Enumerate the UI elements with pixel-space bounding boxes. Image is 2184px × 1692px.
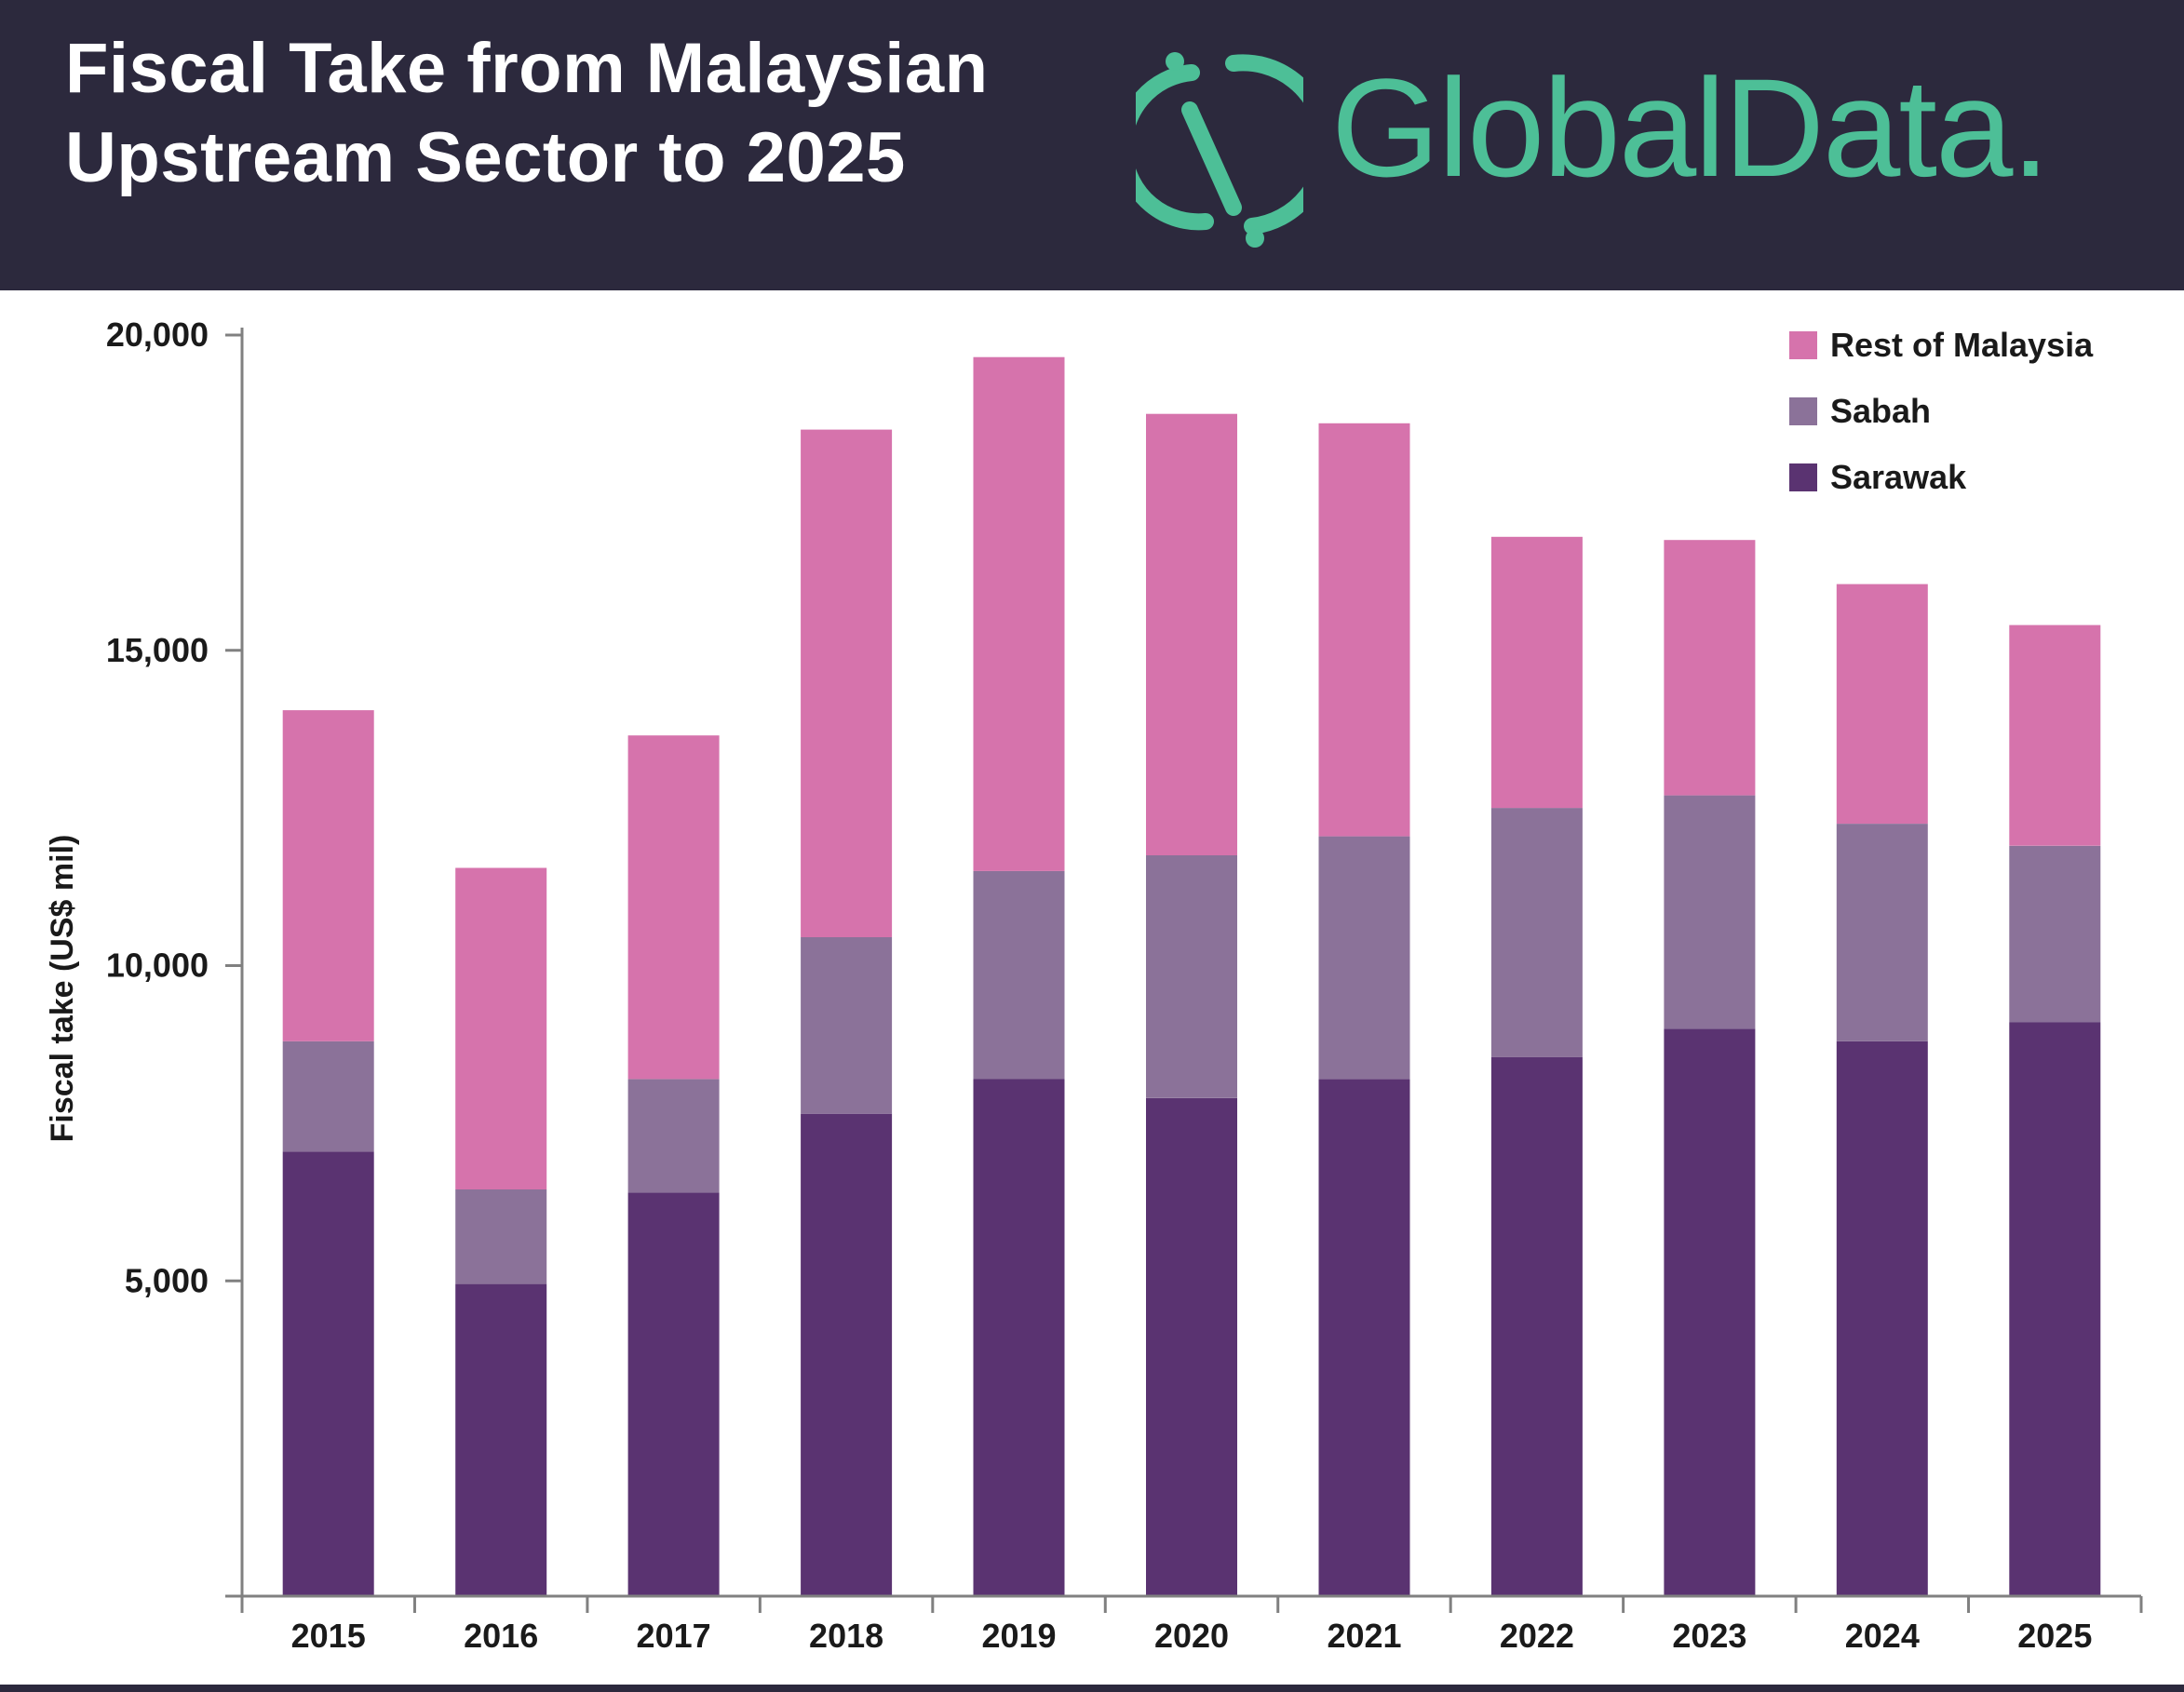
stacked-bar-chart: 2015 2016 2017 2018 2019 2020 2021 2022 2023 2024…: [45, 316, 2143, 1655]
bar-rest-of-malaysia-2023: [1664, 540, 1756, 796]
x-tick-label-2015: 2015: [291, 1617, 366, 1655]
globaldata-logo-text: GlobalData.: [1331, 49, 2050, 206]
bar-sabah-2023: [1664, 795, 1756, 1029]
bar-sarawak-2018: [801, 1113, 893, 1596]
bar-sarawak-2023: [1664, 1028, 1756, 1597]
x-tick-label-2024: 2024: [1845, 1617, 1920, 1655]
bar-rest-of-malaysia-2015: [282, 710, 374, 1041]
bar-sabah-2024: [1836, 824, 1928, 1041]
legend-swatch-sarawak: [1789, 463, 1817, 491]
bar-rest-of-malaysia-2016: [455, 867, 547, 1189]
bar-sabah-2016: [455, 1189, 547, 1284]
bar-rest-of-malaysia-2019: [973, 356, 1065, 871]
bar-sabah-2018: [801, 937, 893, 1114]
chart-title-line-1: Fiscal Take from Malaysian: [65, 29, 989, 108]
bar-sarawak-2024: [1836, 1041, 1928, 1596]
bar-sarawak-2015: [282, 1151, 374, 1596]
x-tick-label-2025: 2025: [2017, 1617, 2092, 1655]
x-tick-label-2023: 2023: [1672, 1617, 1746, 1655]
bar-sarawak-2022: [1490, 1056, 1583, 1596]
bar-rest-of-malaysia-2024: [1836, 584, 1928, 824]
legend: Rest of Malaysia Sabah Sarawak: [1789, 326, 2094, 496]
bar-sabah-2025: [2009, 845, 2101, 1023]
x-tick-label-2021: 2021: [1327, 1617, 1401, 1655]
x-tick-label-2016: 2016: [464, 1617, 538, 1655]
bar-sarawak-2025: [2009, 1022, 2101, 1596]
legend-swatch-rest-of-malaysia: [1789, 331, 1817, 359]
bar-sarawak-2019: [973, 1079, 1065, 1596]
header-banner: Fiscal Take from Malaysian Upstream Sect…: [0, 0, 2184, 290]
x-tick-label-2022: 2022: [1500, 1617, 1574, 1655]
bar-sarawak-2021: [1318, 1079, 1410, 1596]
bar-rest-of-malaysia-2022: [1490, 536, 1583, 809]
x-tick-label-2020: 2020: [1154, 1617, 1229, 1655]
legend-label-sabah: Sabah: [1830, 392, 1931, 430]
bar-rest-of-malaysia-2025: [2009, 624, 2101, 846]
axes: 2015 2016 2017 2018 2019 2020 2021 2022 2023 2024…: [106, 316, 2143, 1655]
bar-sabah-2017: [627, 1079, 720, 1193]
bar-sabah-2020: [1146, 854, 1237, 1098]
y-tick-label-20000: 20,000: [106, 316, 209, 354]
legend-swatch-sabah: [1789, 397, 1817, 425]
bar-sabah-2022: [1490, 808, 1583, 1057]
legend-label-rest-of-malaysia: Rest of Malaysia: [1830, 326, 2094, 364]
bar-group: [282, 356, 2101, 1597]
bar-sarawak-2017: [627, 1192, 720, 1596]
bar-rest-of-malaysia-2020: [1146, 413, 1237, 855]
bar-sarawak-2016: [455, 1283, 547, 1596]
footer-bar: [0, 1685, 2184, 1692]
legend-label-sarawak: Sarawak: [1830, 458, 1967, 496]
y-tick-label-5000: 5,000: [125, 1261, 209, 1299]
globaldata-logo-icon: [1136, 52, 1303, 248]
bar-rest-of-malaysia-2017: [627, 735, 720, 1080]
x-tick-label-2018: 2018: [809, 1617, 883, 1655]
x-tick-label-2019: 2019: [981, 1617, 1056, 1655]
bar-sabah-2019: [973, 870, 1065, 1080]
bar-rest-of-malaysia-2018: [801, 429, 893, 938]
bar-sabah-2015: [282, 1041, 374, 1152]
y-tick-label-15000: 15,000: [106, 631, 209, 669]
y-axis-title: Fiscal take (US$ mil): [45, 835, 80, 1143]
chart-title-line-2: Upstream Sector to 2025: [65, 118, 906, 197]
x-tick-label-2017: 2017: [637, 1617, 711, 1655]
bar-sarawak-2020: [1146, 1097, 1237, 1596]
bar-sabah-2021: [1318, 836, 1410, 1080]
y-tick-label-10000: 10,000: [106, 947, 209, 985]
bar-rest-of-malaysia-2021: [1318, 423, 1410, 837]
